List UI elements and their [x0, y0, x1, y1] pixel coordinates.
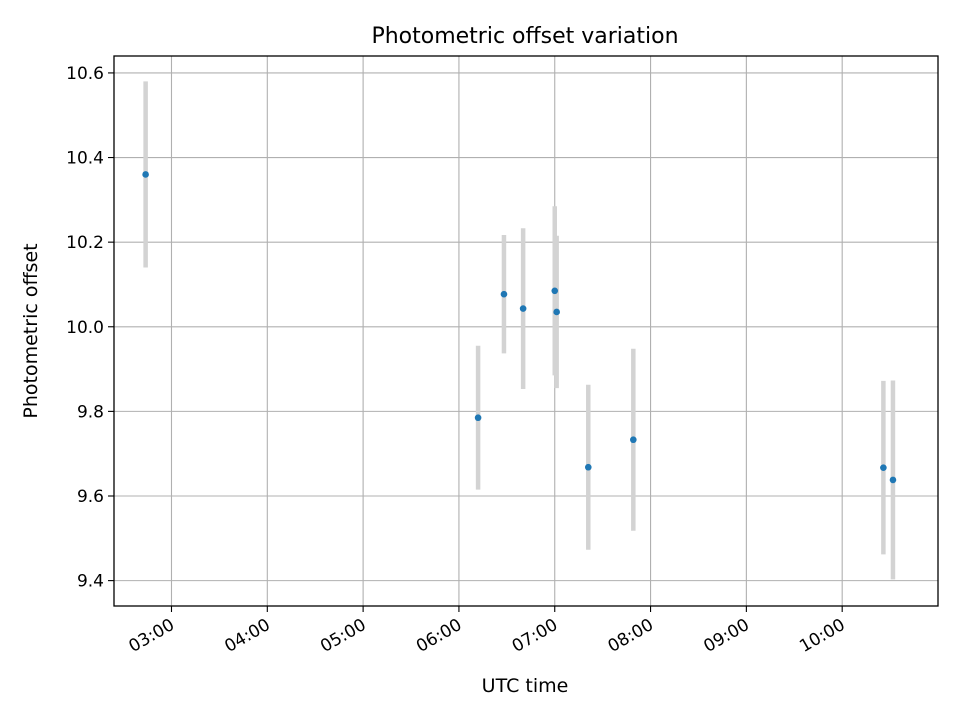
data-point [519, 305, 527, 312]
y-tick-label: 10.2 [66, 233, 104, 253]
y-tick-label: 10.6 [66, 64, 104, 84]
y-tick-label: 9.8 [77, 402, 104, 422]
data-point [880, 464, 887, 471]
y-tick-label: 10.4 [66, 149, 104, 169]
data-points [142, 171, 897, 484]
plot-area-frame [113, 55, 939, 607]
data-point [584, 463, 592, 471]
data-point [500, 290, 508, 298]
y-axis-ticks: 9.4 9.6 9.8 10.0 10.2 10.4 10.6 [66, 64, 114, 592]
data-point [553, 308, 560, 316]
y-tick-label: 10.0 [66, 318, 104, 338]
data-point [630, 436, 637, 444]
y-tick-label: 9.6 [77, 487, 104, 507]
data-point [474, 414, 482, 422]
chart-title: Photometric offset variation [371, 24, 678, 49]
data-point [889, 476, 897, 484]
data-point [551, 287, 559, 295]
y-axis-label: Photometric offset [20, 243, 42, 418]
grid-lines [114, 56, 938, 606]
x-axis-label: UTC time [482, 675, 569, 697]
y-tick-label: 9.4 [77, 572, 104, 592]
data-point [142, 171, 149, 178]
